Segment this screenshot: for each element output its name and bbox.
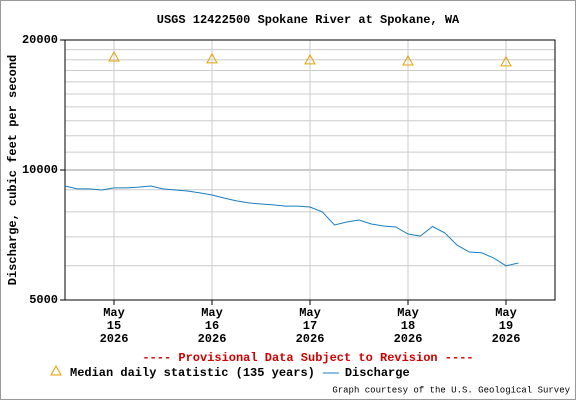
median-marker [206,52,218,64]
x-tick-label: May [299,306,321,320]
x-tick-label: 17 [303,319,317,333]
legend-marker [50,364,62,376]
x-tick-label: May [103,306,125,320]
legend-label: Discharge [345,366,410,380]
x-tick-label: 2026 [492,332,521,346]
notice: ---- Provisional Data Subject to Revisio… [142,351,473,365]
median-marker [108,50,120,62]
x-tick-label: 2026 [296,332,325,346]
x-tick-label: 2026 [100,332,129,346]
y-tick-label: 10000 [22,163,58,177]
x-tick-label: 18 [401,319,415,333]
median-marker [402,54,414,66]
median-marker [304,53,316,65]
median-marker [500,55,512,67]
y-tick-label: 20000 [22,33,58,47]
legend-label: Median daily statistic (135 years) [70,366,315,380]
y-tick-label: 5000 [29,293,58,307]
x-tick-label: 19 [499,319,513,333]
x-tick-label: 16 [205,319,219,333]
discharge-line [64,185,519,267]
x-tick-label: 2026 [394,332,423,346]
x-tick-label: May [495,306,517,320]
x-tick-label: May [201,306,223,320]
plot-border [64,39,556,301]
x-tick-label: 15 [107,319,121,333]
x-tick-label: 2026 [198,332,227,346]
x-tick-label: May [397,306,419,320]
chart-title: USGS 12422500 Spokane River at Spokane, … [157,13,460,27]
y-axis-label: Discharge, cubic feet per second [6,55,20,285]
credit: Graph courtesy of the U.S. Geological Su… [332,385,570,395]
